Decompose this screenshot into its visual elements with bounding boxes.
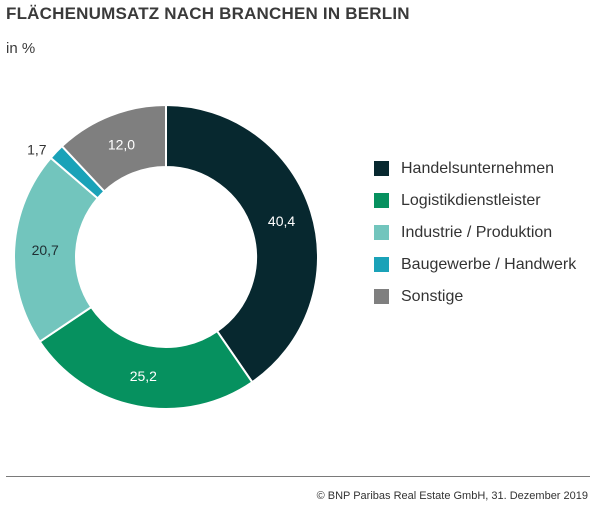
legend-label-sonstige: Sonstige (401, 287, 464, 305)
chart-legend: Handelsunternehmen Logistikdienstleister I… (374, 158, 576, 318)
chart-subtitle: in % (6, 40, 36, 57)
legend-swatch-sonstige (374, 289, 389, 304)
chart-title: FLÄCHENUMSATZ NACH BRANCHEN IN BERLIN (6, 4, 410, 23)
slice-industrie-produktion (13, 156, 100, 344)
legend-label-handelsunternehmen: Handelsunternehmen (401, 159, 554, 177)
legend-item-baugewerbe-handwerk: Baugewerbe / Handwerk (374, 254, 576, 275)
value-label-logistikdienstleister: 25,2 (130, 368, 157, 384)
footer-divider (6, 476, 590, 477)
legend-swatch-logistikdienstleister (374, 193, 389, 208)
legend-label-baugewerbe-handwerk: Baugewerbe / Handwerk (401, 255, 577, 273)
legend-swatch-baugewerbe-handwerk (374, 257, 389, 272)
value-label-baugewerbe-handwerk: 1,7 (27, 142, 47, 158)
legend-swatch-industrie-produktion (374, 225, 389, 240)
slice-sonstige (60, 103, 167, 193)
legend-item-industrie-produktion: Industrie / Produktion (374, 222, 576, 243)
legend-item-logistikdienstleister: Logistikdienstleister (374, 190, 576, 211)
legend-swatch-handelsunternehmen (374, 161, 389, 176)
source-note: © BNP Paribas Real Estate GmbH, 31. Deze… (316, 490, 588, 502)
legend-label-industrie-produktion: Industrie / Produktion (401, 223, 553, 241)
value-label-industrie-produktion: 20,7 (32, 242, 59, 258)
legend-item-handelsunternehmen: Handelsunternehmen (374, 158, 576, 179)
legend-item-sonstige: Sonstige (374, 286, 576, 307)
slice-handelsunternehmen (165, 103, 319, 384)
value-label-sonstige: 12,0 (108, 136, 135, 152)
value-label-handelsunternehmen: 40,4 (268, 213, 295, 229)
donut-chart: 40,4 25,2 20,7 1,7 12,0 (13, 103, 319, 410)
legend-label-logistikdienstleister: Logistikdienstleister (401, 191, 541, 209)
slice-logistikdienstleister (38, 305, 254, 410)
